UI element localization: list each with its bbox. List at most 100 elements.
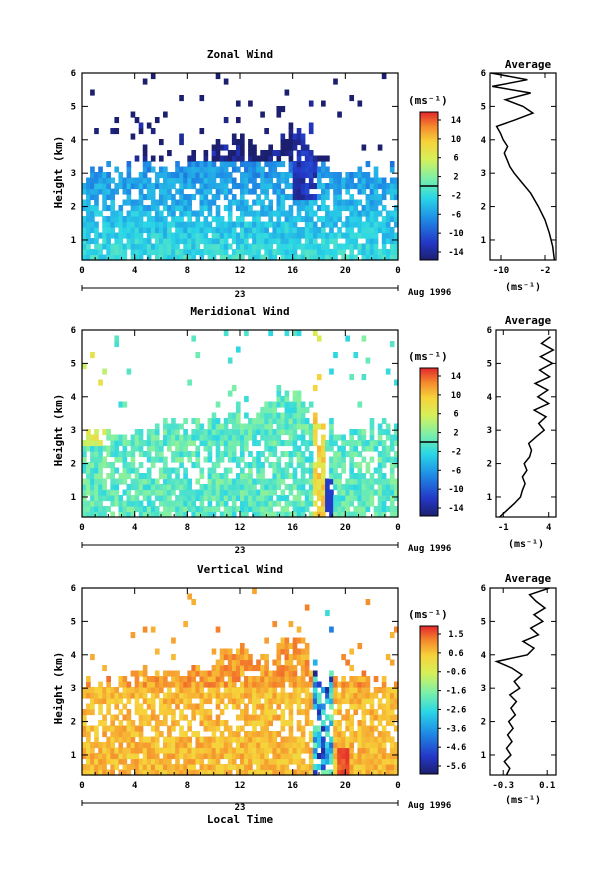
heatmap-cell: [365, 183, 371, 190]
heatmap-cell: [163, 676, 168, 683]
heatmap-cell: [142, 626, 148, 633]
heatmap-cell: [357, 681, 363, 688]
heatmap-cell: [195, 429, 201, 436]
heatmap-cell: [118, 676, 124, 683]
heatmap-cell: [106, 216, 111, 223]
heatmap-cell: [86, 764, 91, 771]
heatmap-cell: [240, 473, 245, 480]
heatmap-cell: [211, 692, 217, 699]
heatmap-cell: [381, 489, 387, 496]
heatmap-cell: [90, 352, 95, 359]
heatmap-cell: [248, 654, 253, 661]
heatmap-cell: [171, 709, 176, 716]
heatmap-cell: [292, 676, 298, 683]
heatmap-cell: [316, 484, 322, 491]
heatmap-cell: [134, 478, 140, 485]
heatmap-cell: [369, 478, 375, 485]
heatmap-cell: [183, 687, 188, 694]
heatmap-cell: [98, 451, 103, 458]
heatmap-cell: [296, 407, 302, 414]
heatmap-cell: [349, 736, 355, 743]
heatmap-cell: [82, 183, 87, 190]
heatmap-cell: [288, 665, 294, 672]
heatmap-cell: [203, 232, 209, 239]
heatmap-cell: [199, 467, 205, 474]
heatmap-cell: [106, 172, 111, 179]
heatmap-cell: [256, 221, 261, 228]
heatmap-cell: [235, 412, 241, 419]
heatmap-cell: [207, 714, 213, 721]
heatmap-cell: [308, 720, 314, 727]
heatmap-cell: [191, 451, 197, 458]
heatmap-cell: [231, 254, 237, 261]
heatmap-cell: [240, 495, 245, 502]
heatmap-cell: [296, 654, 302, 661]
heatmap-cell: [369, 199, 375, 206]
heatmap-cell: [385, 769, 391, 776]
heatmap-cell: [227, 698, 233, 705]
heatmap-cell: [223, 506, 229, 513]
heatmap-cell: [122, 467, 128, 474]
heatmap-cell: [304, 407, 310, 414]
heatmap-cell: [381, 764, 387, 771]
heatmap-cell: [252, 243, 257, 250]
heatmap-cell: [393, 194, 399, 201]
heatmap-cell: [167, 725, 172, 732]
heatmap-cell: [130, 753, 136, 760]
heatmap-cell: [393, 681, 399, 688]
heatmap-cell: [349, 753, 355, 760]
heatmap-cell: [264, 676, 269, 683]
heatmap-cell: [296, 412, 302, 419]
heatmap-cell: [361, 506, 367, 513]
heatmap-cell: [264, 232, 269, 239]
heatmap-cell: [183, 451, 188, 458]
heatmap-cell: [223, 484, 229, 491]
heatmap-cell: [361, 511, 367, 518]
heatmap-cell: [288, 714, 294, 721]
heatmap-cell: [211, 725, 217, 732]
heatmap-cell: [252, 747, 257, 754]
heatmap-cell: [369, 692, 375, 699]
heatmap-cell: [308, 194, 314, 201]
heatmap-cell: [195, 249, 201, 256]
heatmap-cell: [158, 758, 164, 765]
heatmap-cell: [211, 670, 217, 677]
heatmap-cell: [296, 720, 302, 727]
heatmap-cell: [252, 720, 257, 727]
y-tick-label: 1: [71, 751, 76, 761]
heatmap-cell: [357, 451, 363, 458]
heatmap-cell: [268, 172, 274, 179]
heatmap-cell: [337, 698, 342, 705]
heatmap-cell: [337, 172, 342, 179]
heatmap-cell: [86, 769, 91, 776]
heatmap-cell: [256, 216, 261, 223]
heatmap-cell: [381, 703, 387, 710]
heatmap-cell: [316, 736, 322, 743]
heatmap-cell: [393, 379, 399, 386]
heatmap-cell: [312, 238, 318, 245]
heatmap-cell: [333, 199, 338, 206]
heatmap-cell: [248, 736, 253, 743]
heatmap-cell: [203, 194, 209, 201]
heatmap-cell: [345, 451, 350, 458]
heatmap-cell: [337, 747, 342, 754]
heatmap-cell: [321, 511, 326, 518]
heatmap-cell: [215, 665, 221, 672]
heatmap-cell: [252, 725, 257, 732]
heatmap-cell: [235, 665, 241, 672]
heatmap-cell: [183, 736, 188, 743]
heatmap-cell: [284, 648, 290, 655]
heatmap-cell: [138, 489, 144, 496]
heatmap-cell: [240, 423, 245, 430]
heatmap-cell: [134, 676, 140, 683]
heatmap-cell: [163, 473, 168, 480]
heatmap-cell: [231, 199, 237, 206]
heatmap-cell: [345, 183, 350, 190]
heatmap-cell: [167, 511, 172, 518]
heatmap-cell: [167, 238, 172, 245]
heatmap-cell: [231, 665, 237, 672]
profile-y-tick-label: 1: [481, 236, 486, 246]
heatmap-cell: [369, 423, 375, 430]
heatmap-cell: [163, 434, 168, 441]
heatmap-cell: [219, 155, 225, 162]
